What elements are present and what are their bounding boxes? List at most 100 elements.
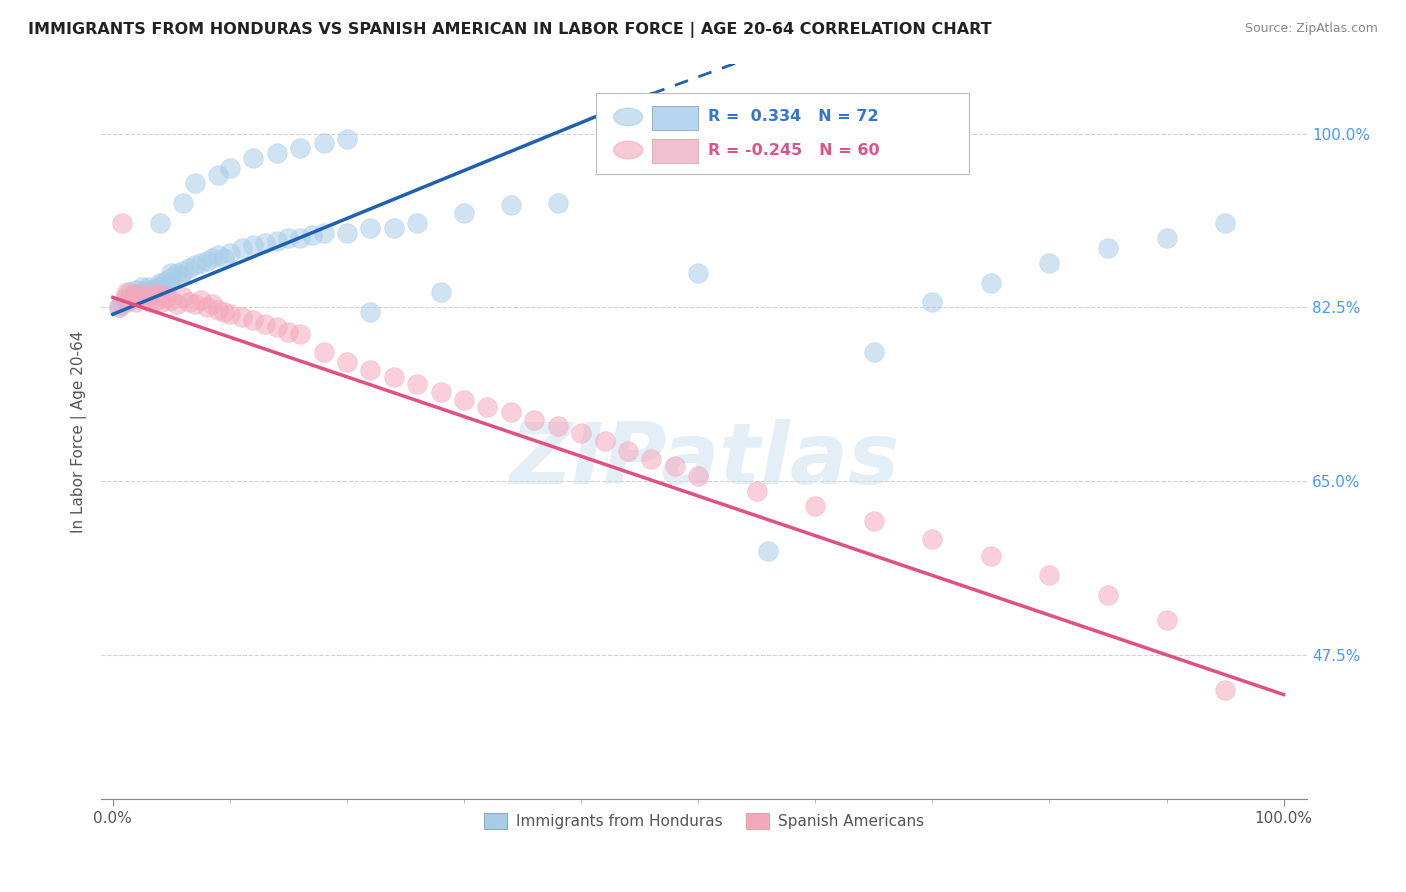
- Point: [1213, 216, 1236, 230]
- Point: [688, 469, 710, 483]
- Point: [190, 255, 212, 269]
- Point: [406, 376, 429, 391]
- Point: [111, 297, 134, 311]
- Point: [157, 277, 180, 292]
- Point: [114, 293, 136, 308]
- Point: [150, 295, 173, 310]
- Point: [1156, 613, 1178, 627]
- Point: [382, 369, 405, 384]
- Point: [980, 276, 1002, 290]
- Point: [120, 285, 142, 300]
- Point: [1097, 588, 1119, 602]
- Point: [184, 258, 207, 272]
- Point: [336, 131, 359, 145]
- Point: [758, 543, 780, 558]
- Circle shape: [613, 141, 643, 159]
- Point: [111, 216, 134, 230]
- Point: [190, 293, 212, 308]
- Point: [115, 285, 138, 300]
- Point: [122, 287, 145, 301]
- Point: [142, 283, 165, 297]
- Point: [195, 301, 218, 315]
- Point: [136, 280, 159, 294]
- Point: [139, 295, 162, 310]
- Point: [207, 303, 229, 318]
- Point: [312, 345, 335, 359]
- Point: [107, 301, 129, 315]
- Point: [359, 363, 381, 377]
- Point: [149, 216, 172, 230]
- Point: [131, 285, 153, 300]
- Point: [980, 549, 1002, 563]
- Point: [135, 284, 157, 298]
- Point: [921, 532, 943, 546]
- Point: [120, 293, 142, 308]
- Point: [184, 297, 207, 311]
- Point: [406, 216, 429, 230]
- Point: [131, 280, 153, 294]
- Point: [131, 287, 153, 301]
- Point: [166, 266, 188, 280]
- Point: [1038, 568, 1060, 582]
- Point: [688, 266, 710, 280]
- Point: [547, 196, 569, 211]
- Point: [207, 168, 229, 182]
- Point: [359, 220, 381, 235]
- Point: [863, 345, 886, 359]
- Point: [523, 412, 546, 426]
- Point: [172, 263, 194, 277]
- Point: [242, 313, 264, 327]
- Point: [107, 301, 129, 315]
- Text: R = -0.245   N = 60: R = -0.245 N = 60: [707, 143, 879, 158]
- Point: [142, 287, 165, 301]
- Point: [547, 419, 569, 434]
- Point: [640, 452, 662, 467]
- Point: [120, 290, 142, 304]
- Point: [288, 141, 311, 155]
- Point: [242, 237, 264, 252]
- Point: [160, 270, 183, 285]
- Point: [921, 295, 943, 310]
- Point: [155, 290, 177, 304]
- Point: [128, 287, 150, 301]
- Y-axis label: In Labor Force | Age 20-64: In Labor Force | Age 20-64: [72, 330, 87, 533]
- Point: [312, 226, 335, 240]
- Point: [1213, 682, 1236, 697]
- Point: [177, 260, 200, 275]
- Point: [429, 285, 451, 300]
- Point: [593, 434, 616, 449]
- Text: ZIPatlas: ZIPatlas: [509, 419, 900, 502]
- Point: [1038, 255, 1060, 269]
- Point: [139, 285, 162, 300]
- Point: [664, 459, 686, 474]
- Text: Source: ZipAtlas.com: Source: ZipAtlas.com: [1244, 22, 1378, 36]
- Point: [312, 136, 335, 151]
- Point: [201, 251, 224, 265]
- Point: [499, 404, 522, 418]
- Point: [155, 273, 177, 287]
- Point: [1156, 231, 1178, 245]
- Point: [254, 317, 277, 331]
- Point: [429, 384, 451, 399]
- FancyBboxPatch shape: [596, 94, 969, 174]
- Point: [277, 325, 299, 339]
- Point: [172, 196, 194, 211]
- Point: [254, 235, 277, 250]
- Text: IMMIGRANTS FROM HONDURAS VS SPANISH AMERICAN IN LABOR FORCE | AGE 20-64 CORRELAT: IMMIGRANTS FROM HONDURAS VS SPANISH AMER…: [28, 22, 991, 38]
- Text: R =  0.334   N = 72: R = 0.334 N = 72: [707, 110, 879, 125]
- Point: [146, 287, 169, 301]
- Point: [231, 310, 253, 325]
- Point: [166, 297, 188, 311]
- Point: [863, 514, 886, 528]
- Point: [114, 290, 136, 304]
- Point: [150, 277, 173, 292]
- Point: [207, 248, 229, 262]
- Point: [136, 287, 159, 301]
- Point: [128, 290, 150, 304]
- Point: [745, 483, 768, 498]
- Point: [219, 161, 242, 176]
- Point: [359, 305, 381, 319]
- Point: [125, 295, 148, 310]
- Point: [477, 400, 499, 414]
- Point: [136, 290, 159, 304]
